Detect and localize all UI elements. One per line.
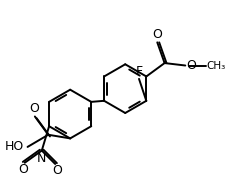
Text: HO: HO bbox=[5, 140, 24, 153]
Text: N: N bbox=[37, 152, 46, 165]
Text: F: F bbox=[136, 65, 143, 78]
Text: O: O bbox=[52, 164, 62, 177]
Text: O: O bbox=[18, 163, 28, 176]
Text: CH₃: CH₃ bbox=[207, 60, 226, 70]
Text: O: O bbox=[186, 59, 196, 72]
Text: O: O bbox=[152, 28, 162, 41]
Text: O: O bbox=[29, 102, 39, 115]
